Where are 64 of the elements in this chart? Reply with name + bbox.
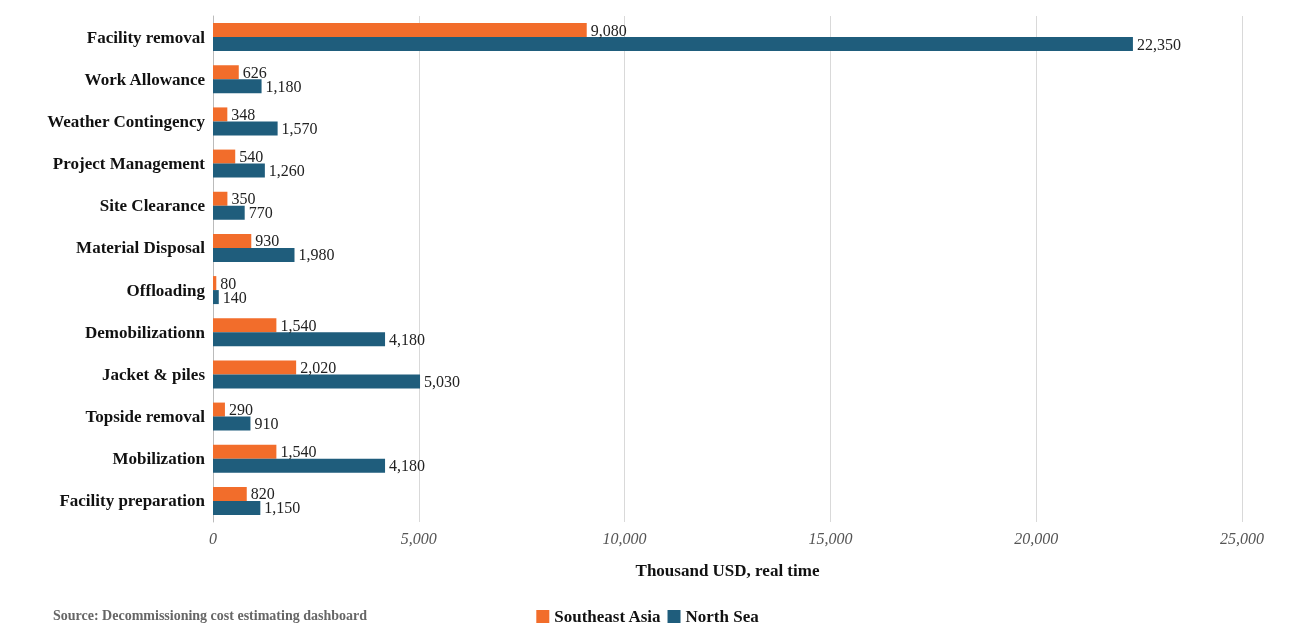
data-label: 1,980 — [298, 246, 335, 264]
bar — [213, 374, 421, 389]
source-note: Source: Decommissioning cost estimating dashboard — [53, 607, 368, 623]
y-tick-label: Facility preparation — [59, 491, 206, 511]
bar — [213, 37, 1133, 52]
bar — [213, 290, 219, 305]
data-label: 348 — [231, 105, 256, 123]
y-tick-label: Topside removal — [85, 407, 206, 427]
bar — [213, 318, 277, 333]
data-label: 910 — [254, 415, 279, 433]
data-label: 930 — [255, 232, 280, 250]
legend-label: Southeast Asia — [554, 607, 662, 626]
data-label: 2,020 — [300, 358, 337, 376]
bar — [213, 486, 247, 501]
data-label: 290 — [228, 401, 253, 419]
bar — [213, 444, 277, 459]
data-label: 4,180 — [389, 330, 426, 348]
bar — [213, 121, 278, 136]
y-tick-label: Material Disposal — [76, 238, 206, 258]
y-tick-label: Work Allowance — [84, 69, 206, 89]
data-label: 1,260 — [268, 162, 305, 180]
data-label: 5,030 — [424, 372, 461, 390]
x-axis-title: Thousand USD, real time — [635, 561, 820, 580]
bar — [213, 191, 228, 206]
bar — [213, 23, 587, 38]
x-tick-label: 10,000 — [602, 529, 647, 547]
bar — [213, 402, 225, 417]
y-tick-label: Weather Contingency — [47, 111, 206, 131]
data-label: 22,350 — [1136, 35, 1181, 53]
x-tick-label: 20,000 — [1014, 529, 1059, 547]
bar — [213, 149, 236, 164]
data-label: 540 — [239, 148, 264, 166]
y-tick-label: Offloading — [126, 280, 206, 300]
bar — [213, 416, 251, 431]
data-label: 626 — [242, 63, 267, 81]
y-tick-label: Jacket & piles — [102, 364, 206, 384]
x-tick-label: 25,000 — [1220, 529, 1264, 547]
y-tick-label: Demobilizationn — [85, 322, 206, 342]
bar — [213, 233, 252, 248]
x-tick-label: 15,000 — [808, 529, 853, 547]
bar — [213, 332, 386, 347]
bar — [213, 276, 217, 291]
y-tick-label: Mobilization — [112, 449, 206, 469]
data-label: 4,180 — [389, 457, 426, 475]
data-label: 1,540 — [280, 443, 317, 461]
bar — [213, 360, 297, 375]
y-tick-label: Facility removal — [86, 27, 206, 47]
data-label: 1,180 — [265, 77, 302, 95]
bar — [213, 65, 239, 80]
data-label: 1,570 — [281, 119, 318, 137]
data-label: 1,540 — [280, 316, 317, 334]
bar — [213, 79, 262, 94]
bar — [213, 500, 261, 515]
bar — [213, 163, 265, 178]
data-label: 9,080 — [590, 21, 627, 39]
x-tick-label: 0 — [209, 529, 217, 547]
legend-label: North Sea — [685, 607, 760, 626]
bar — [213, 458, 386, 473]
y-tick-label: Site Clearance — [99, 196, 206, 216]
bar — [213, 205, 245, 220]
y-tick-label: Project Management — [52, 154, 206, 174]
x-tick-label: 5,000 — [400, 529, 437, 547]
bar — [213, 107, 228, 122]
bar — [213, 247, 295, 262]
